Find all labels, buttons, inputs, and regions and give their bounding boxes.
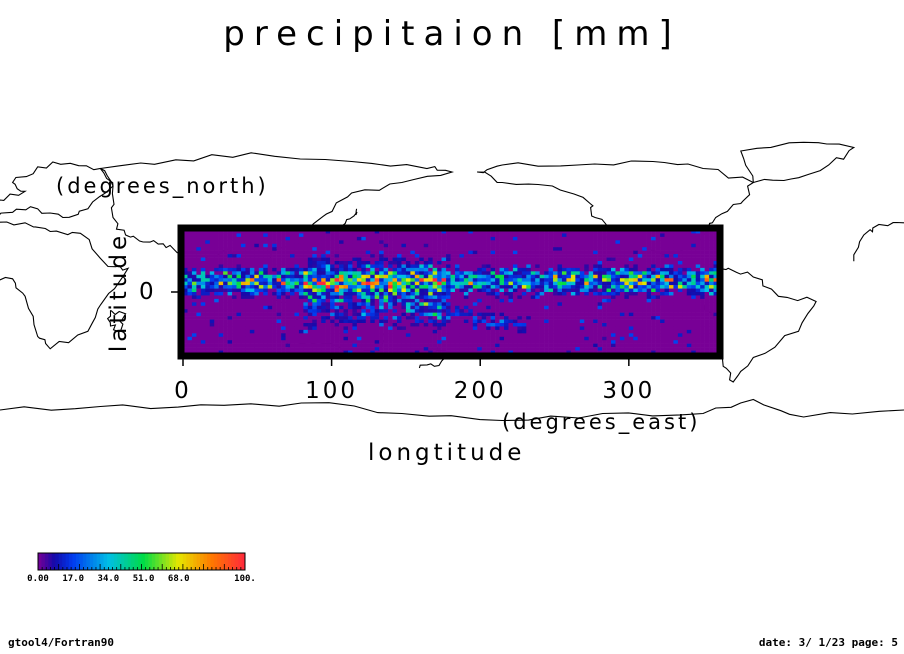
x-axis-label: longtitude xyxy=(368,440,526,466)
colorbar-tick-label: 0.00 xyxy=(27,574,49,584)
footer-date-page: date: 3/ 1/23 page: 5 xyxy=(758,636,898,649)
footer-program: gtool4/Fortran90 xyxy=(8,636,114,649)
coastline-segment xyxy=(0,221,130,350)
colorbar-tick-label: 100. xyxy=(234,574,256,584)
x-tick-label: 200 xyxy=(453,378,507,404)
colorbar-tick-label: 68.0 xyxy=(167,574,190,584)
coastline-segment xyxy=(0,161,114,219)
coastline-segment xyxy=(853,221,904,262)
coastline-segment xyxy=(106,309,127,333)
colorbar-tick-label: 34.0 xyxy=(97,574,120,584)
colorbar-tick-label: 51.0 xyxy=(132,574,155,584)
precipitation-field xyxy=(183,230,719,355)
colorbar xyxy=(37,552,246,571)
y-axis-unit: (degrees_north) xyxy=(56,174,269,198)
x-tick-label: 300 xyxy=(602,378,656,404)
y-tick-label: 0 xyxy=(139,279,154,305)
chart-title: precipitaion [mm] xyxy=(223,14,681,54)
y-axis-label: latitude xyxy=(106,231,132,353)
plot-frame xyxy=(177,224,724,360)
coastline-segment xyxy=(0,398,904,422)
x-tick-label: 0 xyxy=(174,378,192,404)
colorbar-tick-label: 17.0 xyxy=(62,574,85,584)
coastline-segment xyxy=(740,141,856,184)
x-axis-unit: (degrees_east) xyxy=(502,410,701,434)
x-tick-label: 100 xyxy=(305,378,359,404)
